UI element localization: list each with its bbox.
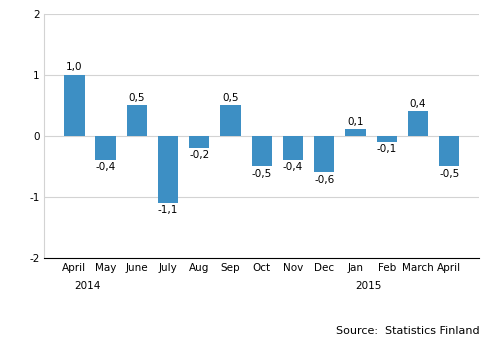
- Text: -0,2: -0,2: [189, 150, 209, 160]
- Bar: [408, 111, 428, 136]
- Bar: [158, 136, 178, 203]
- Bar: [189, 136, 209, 148]
- Text: -1,1: -1,1: [158, 205, 178, 215]
- Text: 2014: 2014: [75, 281, 101, 291]
- Bar: [439, 136, 459, 166]
- Bar: [251, 136, 272, 166]
- Bar: [345, 129, 366, 136]
- Text: -0,4: -0,4: [283, 162, 303, 173]
- Text: -0,6: -0,6: [314, 175, 334, 185]
- Bar: [126, 105, 147, 136]
- Text: -0,5: -0,5: [439, 168, 459, 179]
- Bar: [220, 105, 241, 136]
- Text: -0,1: -0,1: [376, 144, 397, 154]
- Bar: [64, 75, 84, 136]
- Text: 0,4: 0,4: [410, 99, 426, 109]
- Bar: [283, 136, 303, 160]
- Text: 0,5: 0,5: [222, 93, 239, 103]
- Text: 2015: 2015: [356, 281, 382, 291]
- Text: 0,1: 0,1: [347, 117, 364, 127]
- Text: 0,5: 0,5: [128, 93, 145, 103]
- Text: -0,4: -0,4: [95, 162, 116, 173]
- Bar: [314, 136, 334, 172]
- Bar: [95, 136, 116, 160]
- Text: -0,5: -0,5: [252, 168, 272, 179]
- Bar: [376, 136, 397, 142]
- Text: 1,0: 1,0: [66, 62, 82, 72]
- Text: Source:  Statistics Finland: Source: Statistics Finland: [335, 326, 479, 336]
